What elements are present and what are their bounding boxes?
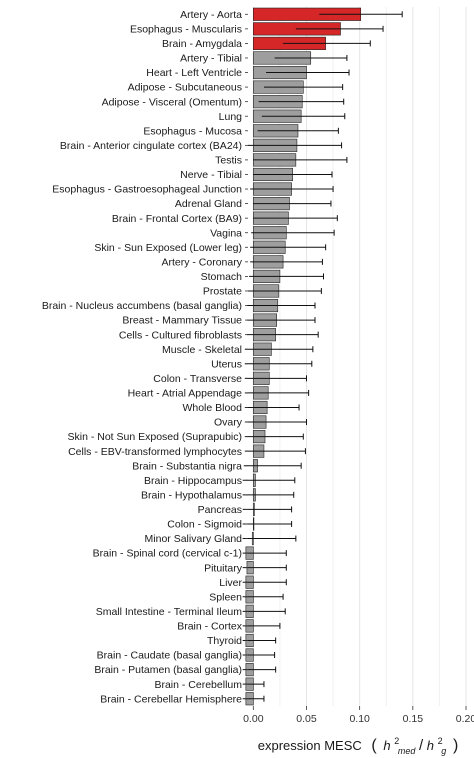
x-axis-title-open-paren: ( bbox=[371, 737, 377, 754]
category-label-pituitary: Pituitary bbox=[204, 562, 243, 574]
x-axis-title-close-paren: ) bbox=[453, 737, 458, 754]
x-axis-title-sub-med: med bbox=[398, 746, 417, 756]
category-label-artery-coronary: Artery - Coronary bbox=[161, 256, 242, 268]
category-label-lung: Lung bbox=[219, 111, 243, 123]
category-label-brain-nucleus-accumbens-basal-ganglia: Brain - Nucleus accumbens (basal ganglia… bbox=[42, 300, 242, 312]
category-label-heart-left-ventricle: Heart - Left Ventricle bbox=[146, 67, 242, 79]
category-label-vagina: Vagina bbox=[210, 227, 242, 239]
category-label-brain-cerebellar-hemisphere: Brain - Cerebellar Hemisphere bbox=[100, 693, 242, 705]
category-label-nerve-tibial: Nerve - Tibial bbox=[180, 169, 242, 181]
x-axis-title-sub-g: g bbox=[441, 746, 446, 756]
category-label-whole-blood: Whole Blood bbox=[182, 402, 242, 414]
bars bbox=[245, 7, 362, 706]
category-label-cells-cultured-fibroblasts: Cells - Cultured fibroblasts bbox=[119, 329, 242, 341]
category-label-adipose-visceral-omentum: Adipose - Visceral (Omentum) bbox=[102, 96, 242, 108]
category-label-brain-frontal-cortex-ba9: Brain - Frontal Cortex (BA9) bbox=[112, 213, 242, 225]
x-tick-label-0: 0.00 bbox=[243, 713, 264, 725]
category-label-brain-hypothalamus: Brain - Hypothalamus bbox=[141, 489, 242, 501]
category-label-cells-ebv-transformed-lymphocytes: Cells - EBV-transformed lymphocytes bbox=[68, 446, 242, 458]
x-tick-label-2: 0.10 bbox=[349, 713, 370, 725]
x-tick-label-3: 0.15 bbox=[403, 713, 424, 725]
category-label-colon-sigmoid: Colon - Sigmoid bbox=[167, 519, 242, 531]
category-label-esophagus-mucosa: Esophagus - Mucosa bbox=[143, 125, 242, 137]
category-label-breast-mammary-tissue: Breast - Mammary Tissue bbox=[122, 315, 242, 327]
category-label-muscle-skeletal: Muscle - Skeletal bbox=[162, 344, 242, 356]
category-labels: Artery - Aorta Esophagus - Muscularis Brai… bbox=[42, 9, 243, 705]
category-label-skin-sun-exposed-lower-leg: Skin - Sun Exposed (Lower leg) bbox=[94, 242, 242, 254]
x-axis-title-h2: h bbox=[427, 738, 434, 753]
category-label-adrenal-gland: Adrenal Gland bbox=[175, 198, 242, 210]
category-label-uterus: Uterus bbox=[211, 358, 242, 370]
x-axis-title-sup1: 2 bbox=[394, 736, 399, 746]
category-label-brain-substantia-nigra: Brain - Substantia nigra bbox=[132, 460, 242, 472]
category-label-brain-hippocampus: Brain - Hippocampus bbox=[144, 475, 242, 487]
x-axis-title: expression MESC ( h 2 med / h 2 g ) bbox=[258, 732, 459, 757]
category-label-brain-anterior-cingulate-cortex-ba24: Brain - Anterior cingulate cortex (BA24) bbox=[60, 140, 242, 152]
category-label-esophagus-muscularis: Esophagus - Muscularis bbox=[130, 23, 242, 35]
category-label-esophagus-gastroesophageal-junction: Esophagus - Gastroesophageal Junction bbox=[52, 184, 242, 196]
category-label-skin-not-sun-exposed-suprapubic: Skin - Not Sun Exposed (Suprapubic) bbox=[67, 431, 242, 443]
category-label-prostate: Prostate bbox=[203, 286, 242, 298]
x-tick-label-4: 0.20 bbox=[456, 713, 474, 725]
category-label-thyroid: Thyroid bbox=[207, 635, 242, 647]
category-label-testis: Testis bbox=[215, 155, 242, 167]
x-axis-title-text: expression MESC ( h 2 med / h 2 g ) bbox=[258, 732, 459, 757]
category-label-spleen: Spleen bbox=[209, 591, 242, 603]
category-label-stomach: Stomach bbox=[201, 271, 243, 283]
x-tick-label-1: 0.05 bbox=[296, 713, 317, 725]
grid-lines bbox=[252, 7, 467, 706]
x-axis-title-main: expression MESC bbox=[258, 738, 362, 753]
category-label-brain-putamen-basal-ganglia: Brain - Putamen (basal ganglia) bbox=[94, 664, 242, 676]
category-label-brain-cerebellum: Brain - Cerebellum bbox=[154, 679, 242, 691]
category-label-brain-cortex: Brain - Cortex bbox=[177, 621, 243, 633]
category-label-artery-aorta: Artery - Aorta bbox=[180, 9, 242, 21]
x-axis: 0.00 0.05 0.10 0.15 0.20 bbox=[243, 13, 474, 725]
x-axis-title-slash: / bbox=[419, 737, 424, 754]
category-label-small-intestine-terminal-ileum: Small Intestine - Terminal Ileum bbox=[96, 606, 243, 618]
category-label-liver: Liver bbox=[219, 577, 242, 589]
category-label-brain-amygdala: Brain - Amygdala bbox=[162, 38, 242, 50]
category-label-colon-transverse: Colon - Transverse bbox=[153, 373, 242, 385]
category-label-ovary: Ovary bbox=[214, 417, 243, 429]
category-label-minor-salivary-gland: Minor Salivary Gland bbox=[145, 533, 243, 545]
category-label-pancreas: Pancreas bbox=[198, 504, 242, 516]
category-label-heart-atrial-appendage: Heart - Atrial Appendage bbox=[128, 388, 243, 400]
category-label-brain-caudate-basal-ganglia: Brain - Caudate (basal ganglia) bbox=[97, 650, 242, 662]
category-label-artery-tibial: Artery - Tibial bbox=[180, 53, 242, 65]
x-axis-title-h1: h bbox=[383, 738, 390, 753]
category-label-adipose-subcutaneous: Adipose - Subcutaneous bbox=[128, 82, 242, 94]
x-axis-title-sup2: 2 bbox=[438, 736, 443, 746]
error-bars bbox=[242, 11, 403, 702]
category-label-brain-spinal-cord-cervical-c-1: Brain - Spinal cord (cervical c-1) bbox=[93, 548, 242, 560]
